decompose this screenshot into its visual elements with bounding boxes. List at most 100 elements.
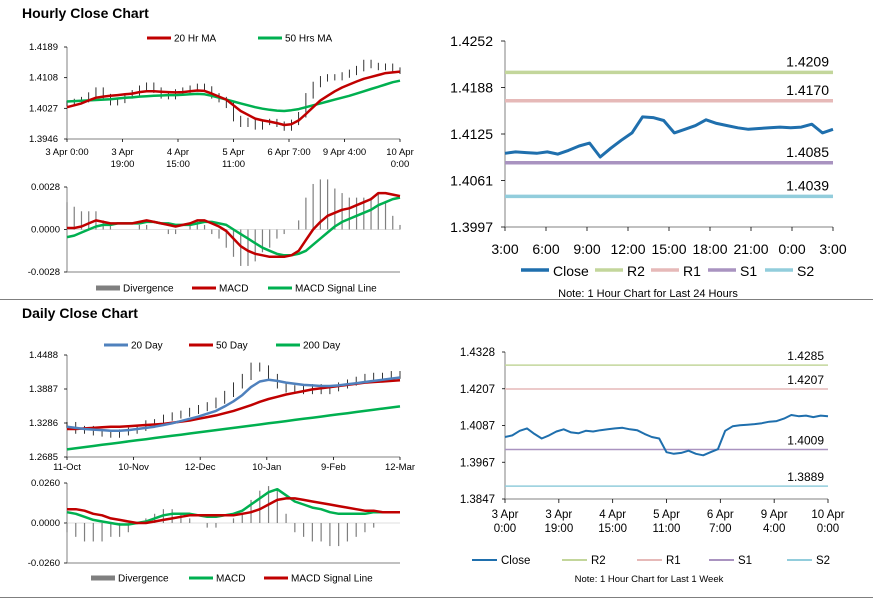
- pivot-s2-label: 1.3889: [787, 470, 824, 484]
- x-tick-label: 6 Apr: [707, 509, 734, 521]
- x-tick-label: 0:00: [817, 523, 839, 535]
- x-tick-label: 15:00: [598, 523, 627, 535]
- ma50-line: [66, 79, 401, 113]
- legend-label: R2: [627, 263, 645, 279]
- legend-label: S2: [797, 263, 814, 279]
- legend-label: MACD: [216, 574, 245, 585]
- macd-line: [67, 191, 401, 259]
- pivot-r1-label: 1.4170: [786, 82, 829, 98]
- y-tick-label: 0.0000: [31, 518, 60, 529]
- y-tick-label: 1.4027: [29, 103, 58, 114]
- y-tick-label: 1.4061: [450, 173, 493, 189]
- x-tick-label: 3 Apr 0:00: [45, 147, 88, 158]
- x-tick-label: 6 Apr 7:00: [267, 147, 310, 158]
- y-tick-label: 1.3967: [460, 457, 495, 469]
- x-tick-label: 11:00: [653, 523, 681, 535]
- chart-note: Note: 1 Hour Chart for Last 24 Hours: [558, 288, 738, 300]
- x-tick-label: 9:00: [573, 241, 600, 257]
- y-tick-label: 1.4188: [450, 80, 493, 96]
- y-tick-label: 1.3286: [29, 418, 58, 429]
- x-tick-label: 19:00: [544, 523, 573, 535]
- y-tick-label: 0.0028: [31, 182, 60, 193]
- legend-label: Close: [501, 555, 530, 567]
- macd-line: [66, 487, 400, 526]
- x-tick-label: 3 Apr: [492, 509, 519, 521]
- y-tick-label: 1.3887: [29, 384, 58, 395]
- y-tick-label: 1.4087: [460, 421, 495, 433]
- x-tick-label: 9-Feb: [321, 462, 346, 473]
- y-tick-label: 1.3946: [29, 134, 58, 145]
- x-tick-label: 10-Jan: [252, 462, 281, 473]
- legend-label: S1: [740, 263, 757, 279]
- x-tick-label: 5 Apr: [653, 509, 680, 521]
- x-tick-label: 3 Apr: [111, 147, 133, 158]
- x-tick-label: 0:00: [778, 241, 805, 257]
- y-tick-label: 1.4488: [29, 350, 58, 361]
- x-tick-label: 10 Apr: [811, 509, 844, 521]
- close-line: [504, 414, 829, 457]
- x-tick-label: 4:00: [763, 523, 785, 535]
- ma20-line: [66, 70, 401, 127]
- legend-label: Divergence: [123, 284, 174, 295]
- pivot-r1-label: 1.4207: [787, 373, 824, 387]
- legend-label: Close: [553, 263, 589, 279]
- y-tick-label: 0.0000: [31, 225, 60, 236]
- x-tick-label: 0:00: [391, 159, 410, 170]
- legend-label: 20 Day: [131, 341, 163, 352]
- y-tick-label: 1.2685: [29, 452, 58, 463]
- legend-label: MACD Signal Line: [295, 284, 377, 295]
- x-tick-label: 19:00: [111, 159, 135, 170]
- legend-label: S2: [816, 555, 830, 567]
- x-tick-label: 7:00: [709, 523, 731, 535]
- x-tick-label: 11:00: [222, 159, 245, 170]
- y-tick-label: 1.3997: [450, 219, 493, 235]
- x-tick-label: 18:00: [692, 241, 727, 257]
- x-tick-label: 3 Apr: [545, 509, 572, 521]
- y-tick-label: 1.4189: [29, 42, 58, 53]
- signal-line: [67, 497, 400, 525]
- daily-section-title: Daily Close Chart: [22, 305, 138, 321]
- x-tick-label: 3:00: [819, 241, 846, 257]
- y-tick-label: 1.4125: [450, 126, 493, 142]
- x-tick-label: 10-Nov: [118, 462, 149, 473]
- pivot-s1-label: 1.4009: [787, 433, 824, 447]
- y-tick-label: 1.4328: [460, 347, 495, 359]
- legend-label: 50 Day: [216, 341, 248, 352]
- x-tick-label: 12-Mar: [385, 462, 415, 473]
- x-tick-label: 15:00: [651, 241, 686, 257]
- x-tick-label: 12:00: [610, 241, 645, 257]
- day20-line: [66, 376, 401, 432]
- y-tick-label: -0.0260: [28, 558, 60, 569]
- y-tick-label: 1.4252: [450, 33, 493, 49]
- legend-label: R1: [666, 555, 681, 567]
- legend-label: 20 Hr MA: [174, 34, 217, 45]
- x-tick-label: 4 Apr: [167, 147, 189, 158]
- legend-label: Divergence: [118, 574, 169, 585]
- bottom-divider: [0, 597, 873, 598]
- x-tick-label: 4 Apr: [599, 509, 626, 521]
- y-tick-label: 1.4207: [460, 384, 495, 396]
- day200-line: [66, 405, 401, 451]
- x-tick-label: 3:00: [491, 241, 518, 257]
- y-tick-label: 1.4108: [29, 73, 58, 84]
- legend-label: 200 Day: [303, 341, 340, 352]
- x-tick-label: 21:00: [733, 241, 768, 257]
- x-tick-label: 5 Apr: [222, 147, 244, 158]
- pivot-r2-label: 1.4285: [787, 349, 824, 363]
- legend-label: 50 Hrs MA: [285, 34, 333, 45]
- x-tick-label: 10 Apr: [386, 147, 413, 158]
- legend-label: MACD: [219, 284, 248, 295]
- legend-label: MACD Signal Line: [291, 574, 373, 585]
- pivot-s2-label: 1.4039: [786, 177, 829, 193]
- x-tick-label: 9 Apr 4:00: [323, 147, 366, 158]
- pivot-r2-label: 1.4209: [786, 53, 829, 69]
- chart-note: Note: 1 Hour Chart for Last 1 Week: [575, 574, 724, 585]
- x-tick-label: 6:00: [532, 241, 559, 257]
- y-tick-label: -0.0028: [28, 267, 60, 278]
- x-tick-label: 9 Apr: [761, 509, 788, 521]
- pivot-s1-label: 1.4085: [786, 144, 829, 160]
- legend-label: S1: [738, 555, 752, 567]
- x-tick-label: 11-Oct: [53, 462, 81, 473]
- section-divider: [0, 299, 873, 300]
- x-tick-label: 12-Dec: [185, 462, 216, 473]
